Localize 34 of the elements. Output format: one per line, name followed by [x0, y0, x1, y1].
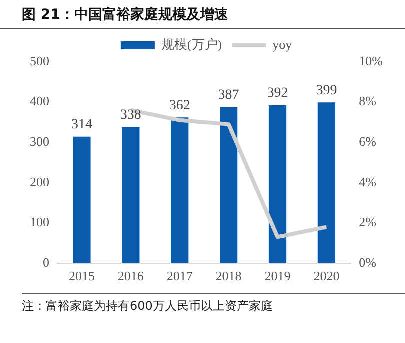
- data-label: 338: [120, 108, 142, 123]
- data-label: 399: [316, 83, 338, 98]
- data-label: 392: [267, 86, 288, 102]
- bar: [122, 127, 140, 264]
- y-tick-label: 100: [30, 214, 50, 230]
- y2-tick-label: 8%: [359, 94, 377, 109]
- legend-label: 规模(万户): [161, 36, 222, 52]
- legend-label: yoy: [272, 36, 293, 52]
- y2-tick-label: 0%: [359, 254, 377, 270]
- y-tick-label: 500: [30, 53, 50, 68]
- x-tick-label: 2020: [314, 268, 340, 284]
- y2-tick-label: 10%: [359, 53, 384, 68]
- y-tick-label: 200: [30, 174, 50, 190]
- text: 注：富裕家庭为持有600万人民币以上资产家庭: [22, 298, 274, 315]
- bar: [220, 108, 238, 264]
- bar: [318, 102, 336, 264]
- y2-tick-label: 2%: [359, 214, 377, 230]
- data-label: 362: [169, 98, 190, 114]
- y2-tick-label: 6%: [359, 134, 377, 149]
- bar: [73, 136, 91, 264]
- data-label: 387: [218, 88, 240, 104]
- y-tick-label: 0: [43, 254, 50, 270]
- x-tick-label: 2017: [166, 268, 194, 284]
- x-tick-label: 2019: [264, 268, 291, 284]
- y-tick-label: 400: [30, 94, 50, 109]
- y2-tick-label: 4%: [359, 174, 377, 190]
- bar: [171, 118, 189, 264]
- data-label: 314: [71, 118, 92, 133]
- chart-title: 图 21：中国富裕家庭规模及增速: [0, 0, 405, 29]
- x-tick-label: 2018: [216, 268, 242, 284]
- bar: [268, 106, 287, 264]
- x-tick-label: 2016: [118, 268, 144, 284]
- y-tick-label: 300: [30, 134, 50, 149]
- x-tick-label: 2015: [68, 268, 95, 284]
